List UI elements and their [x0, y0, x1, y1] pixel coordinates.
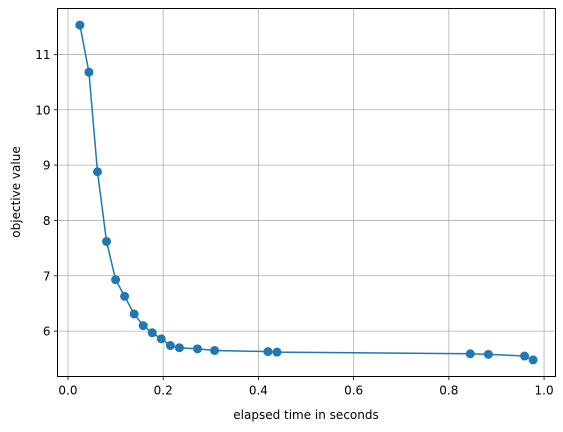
y-tick-label: 8: [43, 214, 51, 228]
y-axis-label: objective value: [9, 146, 23, 237]
data-point: [147, 328, 157, 338]
data-point: [92, 167, 102, 177]
data-point: [263, 347, 273, 357]
y-tick-label: 10: [35, 103, 50, 117]
data-point: [102, 236, 112, 246]
data-point: [111, 275, 121, 285]
x-axis-label: elapsed time in seconds: [233, 408, 378, 422]
data-point: [156, 334, 166, 344]
data-point: [483, 349, 493, 359]
x-tick-label: 0.2: [154, 384, 173, 398]
x-tick-label: 0.0: [58, 384, 77, 398]
x-tick-label: 0.6: [344, 384, 363, 398]
x-tick-label: 1.0: [535, 384, 554, 398]
y-tick-label: 6: [43, 325, 51, 339]
data-point: [465, 349, 475, 359]
x-tick-label: 0.4: [249, 384, 268, 398]
data-point: [165, 341, 175, 351]
data-point: [520, 351, 530, 361]
data-point: [192, 344, 202, 354]
series-line: [79, 24, 534, 361]
data-point: [528, 355, 538, 365]
y-tick-label: 7: [43, 269, 51, 283]
data-point: [210, 345, 220, 355]
y-tick-label: 11: [35, 48, 50, 62]
x-axis-ticks: 0.0 0.2 0.4 0.6 0.8 1.0: [58, 376, 554, 398]
y-axis-ticks: 6 7 8 9 10 11: [35, 48, 58, 339]
y-tick-label: 9: [43, 159, 51, 173]
series-group: [75, 20, 538, 365]
data-point: [129, 309, 139, 319]
data-point: [272, 347, 282, 357]
plot-frame: [57, 8, 556, 377]
data-point: [75, 20, 85, 30]
data-point: [84, 67, 94, 77]
data-point: [174, 343, 184, 353]
data-point: [120, 291, 130, 301]
x-tick-label: 0.8: [439, 384, 458, 398]
data-point: [138, 321, 148, 331]
grid: [57, 8, 556, 377]
